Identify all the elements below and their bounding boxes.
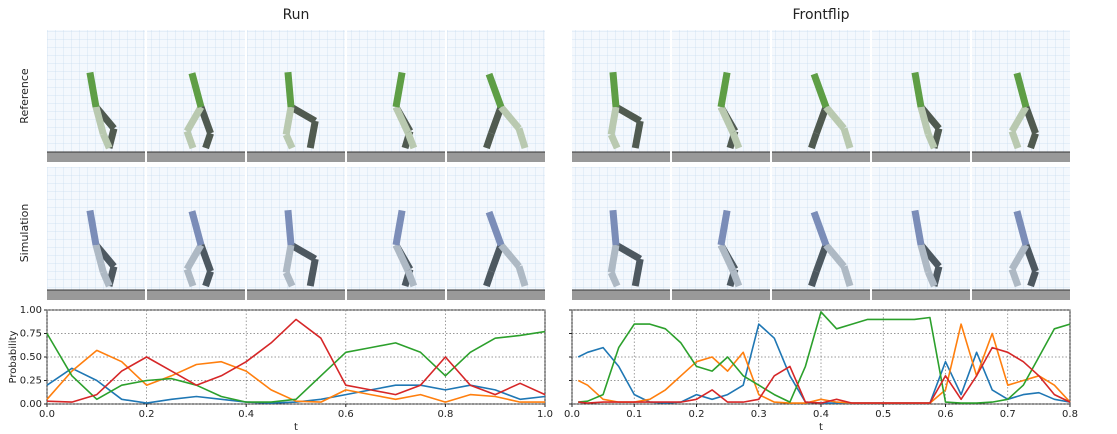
x-tick-label: 0.5 (875, 409, 891, 420)
limb (288, 210, 291, 245)
frame (572, 167, 670, 300)
limb (286, 245, 291, 273)
x-tick-label: 1.0 (537, 409, 553, 420)
limb (635, 121, 640, 148)
frame (872, 30, 970, 162)
limb (635, 259, 640, 286)
limb (288, 72, 291, 107)
frame (347, 167, 445, 300)
panel-title: Frontflip (792, 7, 849, 23)
x-tick-label: 0.6 (938, 409, 954, 420)
x-tick-label: 0.6 (338, 409, 354, 420)
y-tick-label: 0.25 (20, 376, 42, 387)
frame-bg (572, 167, 670, 300)
y-axis-label: Probability (8, 330, 19, 383)
row-label: Reference (18, 68, 31, 124)
limb (613, 210, 616, 245)
floor (872, 290, 970, 300)
frame (772, 30, 870, 162)
frame (247, 30, 345, 162)
x-tick-label: 0.7 (1000, 409, 1016, 420)
frame (147, 167, 245, 300)
x-tick-label: 0.1 (626, 409, 642, 420)
x-tick-label: 0.2 (689, 409, 705, 420)
floor (147, 152, 245, 162)
floor (772, 152, 870, 162)
frame (872, 167, 970, 300)
x-tick-label: 0.0 (39, 409, 55, 420)
limb (486, 133, 491, 148)
limb (811, 271, 816, 286)
frame (572, 30, 670, 162)
frame (47, 30, 145, 162)
floor (772, 290, 870, 300)
limb (1031, 271, 1036, 286)
x-tick-label: 0.8 (1062, 409, 1078, 420)
limb (206, 133, 211, 148)
frame-bg (572, 30, 670, 162)
floor (872, 152, 970, 162)
limb (486, 271, 491, 286)
frame-bg (247, 30, 345, 162)
x-tick-label: 0.4 (813, 409, 829, 420)
floor (572, 152, 670, 162)
frame (347, 30, 445, 162)
floor (147, 290, 245, 300)
frame (447, 30, 545, 162)
floor (347, 290, 445, 300)
floor (247, 290, 345, 300)
frame (972, 30, 1070, 162)
limb (310, 121, 315, 148)
x-axis-label: t (819, 422, 823, 433)
limb (613, 72, 616, 107)
frame (147, 30, 245, 162)
frame (972, 167, 1070, 300)
floor (347, 152, 445, 162)
floor (672, 290, 770, 300)
figure: Reference Simulation Run0.000.250.500.75… (0, 0, 1117, 434)
limb (611, 107, 616, 135)
frame (447, 167, 545, 300)
floor (672, 152, 770, 162)
limb (1031, 133, 1036, 148)
limb (206, 271, 211, 286)
y-tick-label: 0.75 (20, 329, 42, 340)
panel-title: Run (283, 7, 310, 23)
x-axis-label: t (294, 422, 298, 433)
limb (611, 245, 616, 273)
y-tick-label: 1.00 (20, 305, 42, 316)
x-tick-label: 0.4 (238, 409, 254, 420)
frame (772, 167, 870, 300)
frame (47, 167, 145, 300)
floor (572, 290, 670, 300)
x-tick-label: 0.8 (437, 409, 453, 420)
y-tick-label: 0.50 (20, 352, 42, 363)
floor (972, 152, 1070, 162)
floor (47, 290, 145, 300)
x-tick-label: 0.0 (564, 409, 580, 420)
floor (972, 290, 1070, 300)
limb (286, 107, 291, 135)
floor (47, 152, 145, 162)
limb (811, 133, 816, 148)
floor (247, 152, 345, 162)
frame (672, 167, 770, 300)
frame (247, 167, 345, 300)
row-label: Simulation (18, 204, 31, 263)
floor (447, 152, 545, 162)
x-tick-label: 0.2 (139, 409, 155, 420)
x-tick-label: 0.3 (751, 409, 767, 420)
frame-bg (247, 167, 345, 300)
floor (447, 290, 545, 300)
limb (310, 259, 315, 286)
frame (672, 30, 770, 162)
